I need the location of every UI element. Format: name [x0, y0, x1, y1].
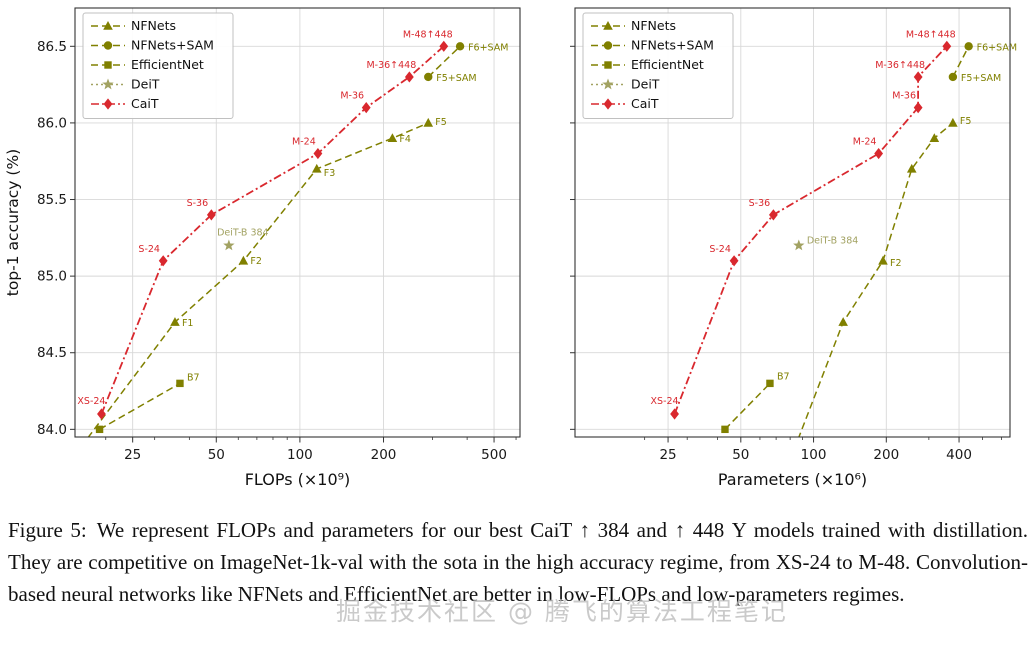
series-NFNets+SAM: [424, 42, 465, 82]
svg-text:F2: F2: [890, 258, 902, 269]
svg-text:F6+SAM: F6+SAM: [468, 42, 508, 53]
svg-text:DeiT-B 384: DeiT-B 384: [217, 227, 269, 238]
axis-ticks: [70, 45, 517, 443]
svg-text:85.0: 85.0: [37, 269, 67, 285]
svg-text:84.5: 84.5: [37, 345, 67, 361]
svg-text:F3: F3: [324, 168, 336, 179]
x-axis-label: Parameters (×10⁶): [718, 470, 867, 489]
svg-text:B7: B7: [187, 372, 200, 383]
series-NFNets: [798, 117, 958, 437]
svg-text:F6+SAM: F6+SAM: [977, 42, 1017, 53]
plot-frame: [574, 7, 1011, 438]
series-DeiT: [793, 239, 805, 251]
svg-text:DeiT-B 384: DeiT-B 384: [807, 235, 859, 246]
svg-text:F5: F5: [960, 116, 972, 127]
y-axis-label: top-1 accuracy (%): [4, 149, 22, 296]
series-EfficientNet: [721, 379, 774, 434]
point-labels-NFNets: F2 F5: [890, 116, 971, 269]
point-labels-NFNets+SAM: F5+SAM F6+SAM: [436, 42, 508, 84]
point-labels-EfficientNet: B7: [187, 372, 200, 383]
svg-text:CaiT: CaiT: [631, 96, 659, 111]
legend: NFNets NFNets+SAM EfficientNet DeiT CaiT: [582, 12, 734, 119]
svg-text:M-24: M-24: [292, 137, 316, 148]
svg-text:S-36: S-36: [749, 198, 771, 209]
svg-text:CaiT: CaiT: [131, 96, 159, 111]
svg-text:25: 25: [124, 447, 141, 463]
figure-caption: Figure 5: We represent FLOPs and paramete…: [8, 514, 1028, 610]
svg-text:M-48↑448: M-48↑448: [403, 29, 453, 40]
svg-text:85.5: 85.5: [37, 192, 67, 208]
x-tick-labels: 25 50 100 200 400: [659, 447, 971, 463]
svg-text:S-24: S-24: [138, 244, 160, 255]
svg-text:F5+SAM: F5+SAM: [436, 73, 476, 84]
svg-text:XS-24: XS-24: [77, 396, 105, 407]
svg-text:DeiT: DeiT: [131, 77, 160, 92]
svg-text:NFNets+SAM: NFNets+SAM: [131, 38, 214, 53]
svg-text:XS-24: XS-24: [651, 396, 679, 407]
grid: [575, 8, 1010, 437]
point-labels-EfficientNet: B7: [777, 371, 790, 382]
svg-text:M-36: M-36: [340, 91, 364, 102]
svg-text:DeiT: DeiT: [631, 77, 660, 92]
svg-text:S-24: S-24: [709, 244, 731, 255]
caption-text: We represent FLOPs and parameters for ou…: [8, 518, 1028, 606]
svg-text:100: 100: [801, 447, 827, 463]
svg-text:M-48↑448: M-48↑448: [906, 29, 956, 40]
svg-text:EfficientNet: EfficientNet: [131, 57, 204, 72]
y-tick-labels: 84.0 84.5 85.0 85.5 86.0 86.5: [37, 39, 67, 438]
svg-text:50: 50: [208, 447, 225, 463]
series-DeiT: [223, 239, 235, 251]
caption-label: Figure 5:: [8, 518, 87, 542]
legend: NFNets NFNets+SAM EfficientNet DeiT CaiT: [82, 12, 234, 119]
svg-text:M-24: M-24: [853, 137, 877, 148]
point-labels-DeiT: DeiT-B 384: [807, 235, 859, 246]
flops-chart: 25 50 100 200 50084.084.585.085.586.086.5F1F…: [0, 0, 530, 502]
point-labels-NFNets: F1 F2 F3 F4 F5: [182, 117, 447, 329]
series-EfficientNet: [95, 379, 184, 434]
params-chart: 25 50 100 200 400 F2 F5 F5+SAM F6+SAM B7 DeiT-B 38…: [530, 0, 1036, 502]
point-labels-DeiT: DeiT-B 384: [217, 227, 269, 238]
svg-text:F5: F5: [435, 117, 447, 128]
svg-text:B7: B7: [777, 371, 790, 382]
charts-row: 25 50 100 200 500 84.0 84.5 85.0 85.5 86.0 86.5 F1 F…: [0, 0, 1036, 502]
svg-text:100: 100: [287, 447, 313, 463]
svg-text:F5+SAM: F5+SAM: [961, 73, 1001, 84]
svg-text:84.0: 84.0: [37, 422, 67, 438]
plot-frame: [74, 7, 521, 438]
series-NFNets+SAM: [948, 42, 973, 82]
svg-text:NFNets: NFNets: [631, 18, 676, 33]
point-labels-CaiT: XS-24 S-24 S-36 M-24 M-36 M-36↑448 M-48↑448: [651, 29, 956, 407]
series-CaiT: [97, 40, 449, 420]
point-labels-CaiT: XS-24 S-24 S-36 M-24 M-36 M-36↑448 M-48↑448: [77, 29, 452, 407]
svg-text:200: 200: [873, 447, 899, 463]
svg-text:M-36: M-36: [892, 91, 916, 102]
x-tick-labels: 25 50 100 200 500: [124, 447, 507, 463]
svg-text:M-36↑448: M-36↑448: [366, 60, 416, 71]
svg-text:S-36: S-36: [187, 198, 209, 209]
svg-text:25: 25: [659, 447, 676, 463]
series-NFNets: [87, 117, 434, 437]
svg-text:EfficientNet: EfficientNet: [631, 57, 704, 72]
svg-text:M-36↑448: M-36↑448: [875, 60, 925, 71]
point-labels-NFNets+SAM: F5+SAM F6+SAM: [961, 42, 1017, 84]
svg-text:F1: F1: [182, 318, 194, 329]
svg-text:200: 200: [371, 447, 397, 463]
svg-text:F4: F4: [399, 134, 411, 145]
svg-text:NFNets+SAM: NFNets+SAM: [631, 38, 714, 53]
svg-text:400: 400: [946, 447, 972, 463]
svg-text:500: 500: [481, 447, 507, 463]
svg-text:86.0: 86.0: [37, 115, 67, 131]
x-axis-label: FLOPs (×10⁹): [245, 470, 351, 489]
svg-text:50: 50: [732, 447, 749, 463]
svg-text:NFNets: NFNets: [131, 18, 176, 33]
svg-text:F2: F2: [250, 256, 262, 267]
svg-text:86.5: 86.5: [37, 39, 67, 55]
